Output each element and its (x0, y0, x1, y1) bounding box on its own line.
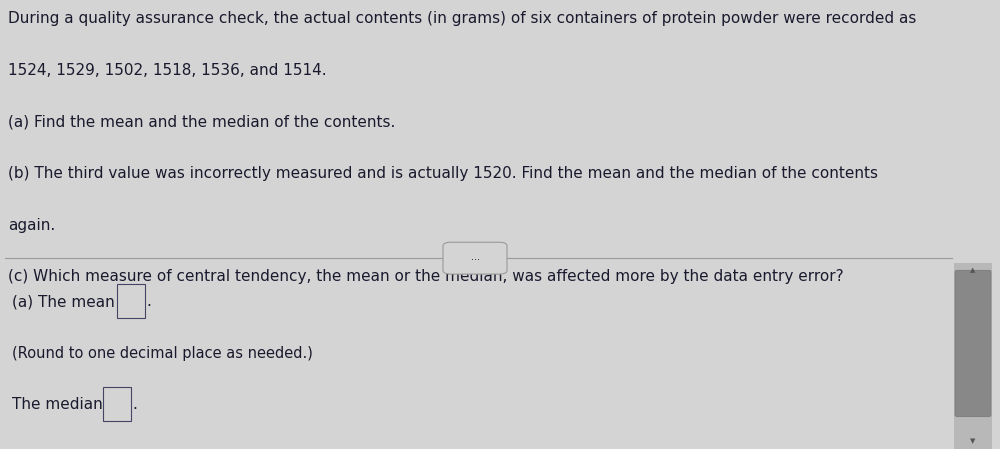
Text: .: . (146, 294, 151, 309)
Text: .: . (132, 397, 137, 412)
FancyBboxPatch shape (117, 284, 145, 318)
Text: The median is: The median is (12, 397, 125, 412)
Text: ▲: ▲ (970, 267, 976, 273)
Text: (c) Which measure of central tendency, the mean or the median, was affected more: (c) Which measure of central tendency, t… (8, 269, 844, 284)
Text: (a) Find the mean and the median of the contents.: (a) Find the mean and the median of the … (8, 114, 395, 129)
Text: ▼: ▼ (970, 439, 976, 445)
Text: (a) The mean is: (a) The mean is (12, 294, 137, 309)
FancyBboxPatch shape (443, 242, 507, 274)
Text: (b) The third value was incorrectly measured and is actually 1520. Find the mean: (b) The third value was incorrectly meas… (8, 166, 878, 181)
Text: During a quality assurance check, the actual contents (in grams) of six containe: During a quality assurance check, the ac… (8, 11, 916, 26)
Text: ...: ... (471, 252, 480, 262)
FancyBboxPatch shape (954, 263, 992, 449)
Text: 1524, 1529, 1502, 1518, 1536, and 1514.: 1524, 1529, 1502, 1518, 1536, and 1514. (8, 63, 327, 78)
Text: again.: again. (8, 218, 55, 233)
FancyBboxPatch shape (103, 387, 131, 421)
FancyBboxPatch shape (955, 270, 991, 417)
Text: (Round to one decimal place as needed.): (Round to one decimal place as needed.) (12, 346, 313, 361)
